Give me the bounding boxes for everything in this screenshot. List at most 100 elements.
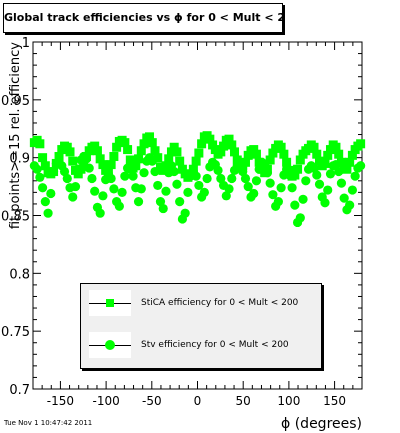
stica-data-point (290, 170, 300, 180)
x-tick-label: -100 (92, 394, 119, 408)
stv-data-point (180, 208, 190, 218)
stv-data-point (40, 197, 50, 207)
stv-data-point (87, 173, 97, 184)
stica-data-point (342, 164, 352, 174)
stica-data-point (208, 140, 218, 150)
stica-data-point (112, 142, 122, 152)
stica-data-point (249, 145, 259, 155)
stv-data-point (298, 194, 308, 204)
stica-data-point (191, 156, 201, 166)
stica-data-point (131, 161, 141, 171)
stica-data-point (345, 157, 355, 167)
stica-data-point (153, 153, 163, 163)
stv-data-point (227, 173, 237, 184)
stv-data-point (350, 171, 360, 181)
stv-data-point (199, 187, 209, 197)
stv-data-point (147, 156, 157, 166)
stv-data-point (325, 169, 336, 179)
x-axis-title: ϕ (degrees) (281, 416, 362, 432)
stv-data-point (312, 170, 322, 180)
stv-data-point (284, 170, 294, 180)
stv-data-point (95, 208, 105, 218)
y-tick-label: 0.7 (9, 383, 30, 398)
stv-data-point (301, 176, 311, 186)
stv-data-point (295, 213, 305, 223)
stica-data-point (98, 160, 108, 170)
stv-data-point (268, 190, 278, 200)
stv-data-point (84, 163, 94, 173)
stica-data-point (73, 169, 83, 179)
stica-data-point (169, 142, 179, 152)
stica-data-point (38, 153, 48, 163)
stica-data-point (197, 139, 207, 149)
stv-data-point (249, 188, 259, 199)
stv-data-point (260, 160, 270, 170)
stv-data-point (114, 201, 124, 211)
stv-data-point (59, 166, 70, 177)
y-tick-label: 0.95 (1, 94, 30, 109)
stv-data-point (32, 164, 42, 174)
stv-data-point (265, 178, 275, 188)
stv-data-point (320, 198, 330, 208)
legend-entry-stv: Stv efficiency for 0 < Mult < 200 (89, 332, 317, 358)
stica-data-point (68, 156, 78, 166)
stica-data-point (164, 154, 174, 164)
stica-data-point (323, 150, 333, 160)
stv-data-point (106, 173, 116, 184)
stv-data-point (290, 200, 300, 210)
stica-data-point (334, 149, 344, 159)
x-tick-label: 100 (277, 394, 300, 408)
stv-data-point (262, 168, 273, 178)
stv-data-point (150, 166, 160, 177)
stv-data-point (48, 166, 59, 177)
stv-data-point (276, 183, 286, 193)
stv-data-point (172, 179, 182, 189)
stv-data-point (323, 185, 333, 195)
stica-data-point (125, 155, 135, 165)
square-marker-icon (106, 299, 114, 307)
y-tick-label: 1 (22, 36, 30, 51)
stv-data-point (136, 184, 146, 194)
y-tick-label: 0.75 (1, 325, 30, 340)
legend-sample-stica (89, 290, 131, 316)
stica-data-point (205, 134, 215, 144)
stv-data-point (70, 181, 81, 192)
stica-data-point (145, 132, 155, 142)
stv-data-point (183, 187, 193, 197)
stv-data-point (139, 168, 149, 178)
stica-data-point (158, 165, 168, 175)
legend: StiCA efficiency for 0 < Mult < 200 Stv … (80, 283, 322, 369)
stv-data-point (155, 197, 166, 207)
stica-data-point (224, 134, 234, 144)
stv-data-point (309, 163, 319, 173)
y-tick-label: 0.85 (1, 210, 30, 225)
stv-data-point (345, 200, 355, 210)
stv-data-point (339, 193, 349, 203)
stv-data-point (161, 186, 171, 196)
stica-data-point (312, 149, 322, 159)
stica-data-point (293, 164, 303, 174)
x-tick-label: 0 (194, 394, 202, 408)
stv-data-point (221, 191, 231, 201)
stv-data-point (273, 197, 283, 207)
stica-data-point (177, 164, 187, 174)
legend-label-stv: Stv efficiency for 0 < Mult < 200 (141, 340, 289, 350)
stv-data-point (43, 208, 53, 218)
stica-data-point (90, 141, 100, 151)
stv-data-point (133, 197, 144, 207)
stv-data-point (73, 164, 83, 174)
stv-data-point (356, 161, 366, 171)
stv-data-point (251, 176, 262, 186)
stv-data-point (287, 183, 297, 193)
stica-data-point (147, 138, 157, 148)
stica-data-point (123, 145, 133, 155)
stv-data-point (125, 164, 135, 174)
stica-data-point (109, 152, 119, 162)
stica-data-point (230, 147, 240, 157)
stica-data-point (265, 155, 275, 165)
stv-data-point (117, 187, 127, 197)
stv-data-point (243, 181, 253, 192)
stv-data-point (240, 173, 251, 184)
stica-data-point (268, 148, 278, 158)
